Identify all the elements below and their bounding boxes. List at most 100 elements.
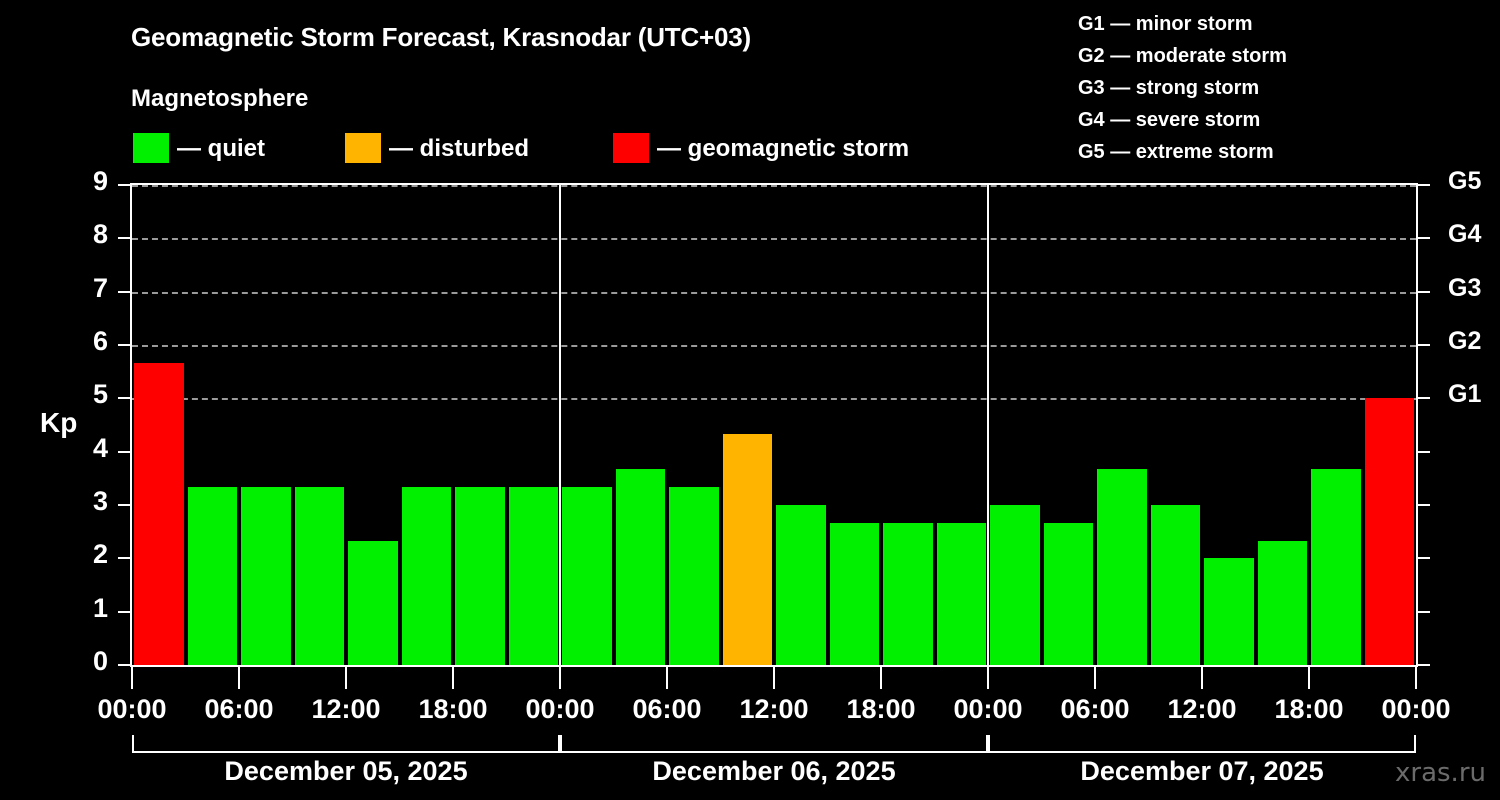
bar bbox=[722, 434, 772, 665]
y-tick-label: 5 bbox=[92, 379, 108, 410]
right-tick-label: G1 bbox=[1448, 380, 1482, 409]
gridline bbox=[132, 291, 1416, 294]
bar bbox=[1257, 540, 1307, 665]
right-minor-tick bbox=[1418, 610, 1430, 613]
bar bbox=[401, 487, 451, 665]
x-tick-mark bbox=[1094, 667, 1096, 689]
right-tick-label: G5 bbox=[1448, 167, 1482, 195]
y-tick-label: 2 bbox=[92, 539, 108, 570]
x-tick-label: 06:00 bbox=[204, 694, 274, 724]
right-tick-mark bbox=[1418, 397, 1430, 400]
y-axis-title: Kp bbox=[40, 407, 78, 438]
date-label: December 06, 2025 bbox=[652, 756, 896, 786]
bar bbox=[562, 487, 612, 665]
y-tick-mark bbox=[118, 610, 130, 613]
bar bbox=[615, 469, 665, 665]
y-tick-mark bbox=[118, 344, 130, 346]
x-tick-label: 12:00 bbox=[739, 694, 809, 724]
right-minor-tick bbox=[1418, 557, 1430, 560]
right-minor-tick bbox=[1418, 450, 1430, 453]
storm-scale-item: G3 — strong storm bbox=[1078, 77, 1260, 99]
x-tick-label: 00:00 bbox=[97, 694, 167, 724]
page-title: Geomagnetic Storm Forecast, Krasnodar (U… bbox=[131, 22, 752, 52]
gridline bbox=[132, 238, 1416, 241]
legend-swatch-quiet bbox=[133, 133, 169, 163]
right-tick-label: G3 bbox=[1448, 273, 1482, 302]
date-bracket bbox=[988, 735, 1416, 753]
x-tick-label: 00:00 bbox=[953, 694, 1023, 724]
x-tick-mark bbox=[987, 667, 989, 689]
y-tick-label: 0 bbox=[92, 646, 108, 676]
x-tick-mark bbox=[880, 667, 882, 689]
x-tick-mark bbox=[1415, 667, 1417, 689]
x-tick-mark bbox=[131, 667, 133, 689]
day-separator bbox=[559, 185, 561, 665]
x-tick-label: 18:00 bbox=[418, 694, 488, 724]
right-tick-label: G2 bbox=[1448, 327, 1482, 355]
right-tick-mark bbox=[1418, 237, 1430, 240]
x-tick-mark bbox=[452, 667, 454, 689]
storm-scale-item: G4 — severe storm bbox=[1078, 109, 1261, 131]
x-tick-mark bbox=[345, 667, 347, 689]
bar bbox=[348, 540, 398, 665]
y-tick-mark bbox=[118, 237, 130, 240]
y-tick-label: 8 bbox=[92, 219, 108, 250]
y-tick-label: 1 bbox=[92, 592, 108, 623]
bar bbox=[1150, 505, 1200, 665]
y-tick-label: 9 bbox=[92, 166, 108, 196]
y-tick-label: 4 bbox=[92, 432, 108, 463]
legend-swatch-disturbed bbox=[345, 133, 381, 163]
y-tick-mark bbox=[118, 450, 130, 453]
x-tick-label: 12:00 bbox=[311, 694, 381, 724]
bar bbox=[1204, 558, 1254, 665]
gridline bbox=[132, 185, 1416, 187]
right-tick-mark bbox=[1418, 290, 1430, 293]
x-tick-mark bbox=[773, 667, 775, 689]
x-tick-mark bbox=[1201, 667, 1203, 689]
bar bbox=[455, 487, 505, 665]
x-tick-label: 18:00 bbox=[846, 694, 916, 724]
y-tick-label: 7 bbox=[92, 272, 108, 303]
y-tick-mark bbox=[118, 504, 130, 506]
storm-scale-item: G5 — extreme storm bbox=[1078, 141, 1274, 163]
bar bbox=[187, 487, 237, 665]
watermark: xras.ru bbox=[1395, 758, 1486, 788]
bar bbox=[1311, 469, 1361, 665]
legend-label-storm: — geomagnetic storm bbox=[657, 135, 910, 162]
y-tick-mark bbox=[118, 184, 130, 186]
date-bracket bbox=[132, 735, 560, 753]
right-tick-mark bbox=[1418, 344, 1430, 346]
y-tick-mark bbox=[118, 557, 130, 560]
gridline bbox=[132, 345, 1416, 347]
chart-subtitle: Magnetosphere bbox=[131, 85, 309, 112]
x-tick-label: 06:00 bbox=[632, 694, 702, 724]
right-minor-tick bbox=[1418, 504, 1430, 506]
x-tick-label: 00:00 bbox=[525, 694, 595, 724]
x-tick-label: 18:00 bbox=[1274, 694, 1344, 724]
x-tick-mark bbox=[1308, 667, 1310, 689]
x-tick-mark bbox=[666, 667, 668, 689]
x-tick-mark bbox=[238, 667, 240, 689]
legend-label-quiet: — quiet bbox=[177, 135, 265, 162]
x-tick-label: 00:00 bbox=[1381, 694, 1451, 724]
y-tick-mark bbox=[118, 397, 130, 400]
legend-swatch-storm bbox=[613, 133, 649, 163]
bar bbox=[883, 522, 933, 665]
right-tick-label: G4 bbox=[1448, 220, 1482, 249]
bar bbox=[776, 505, 826, 665]
bar bbox=[508, 487, 558, 665]
y-tick-label: 3 bbox=[92, 486, 108, 516]
bar bbox=[1364, 398, 1414, 665]
y-tick-label: 6 bbox=[92, 326, 108, 356]
legend-label-disturbed: — disturbed bbox=[389, 135, 530, 162]
bar bbox=[1043, 522, 1093, 665]
day-separator bbox=[987, 185, 989, 665]
bar bbox=[1097, 469, 1147, 665]
date-label: December 07, 2025 bbox=[1080, 756, 1324, 786]
bar bbox=[134, 362, 184, 665]
storm-scale-item: G1 — minor storm bbox=[1078, 13, 1253, 35]
storm-scale-item: G2 — moderate storm bbox=[1078, 45, 1287, 67]
bar bbox=[936, 522, 986, 665]
storm-scale-legend: G1 — minor storm G2 — moderate storm G3 — … bbox=[1078, 8, 1287, 168]
